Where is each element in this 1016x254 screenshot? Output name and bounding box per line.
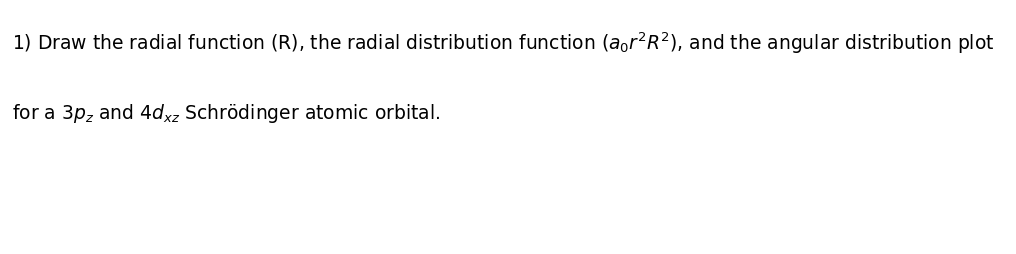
Text: for a 3$p_z$ and 4$d_{xz}$ Schrödinger atomic orbital.: for a 3$p_z$ and 4$d_{xz}$ Schrödinger a… bbox=[12, 102, 441, 125]
Text: 1) Draw the radial function (R), the radial distribution function ($a_0r^2R^2$),: 1) Draw the radial function (R), the rad… bbox=[12, 30, 995, 56]
